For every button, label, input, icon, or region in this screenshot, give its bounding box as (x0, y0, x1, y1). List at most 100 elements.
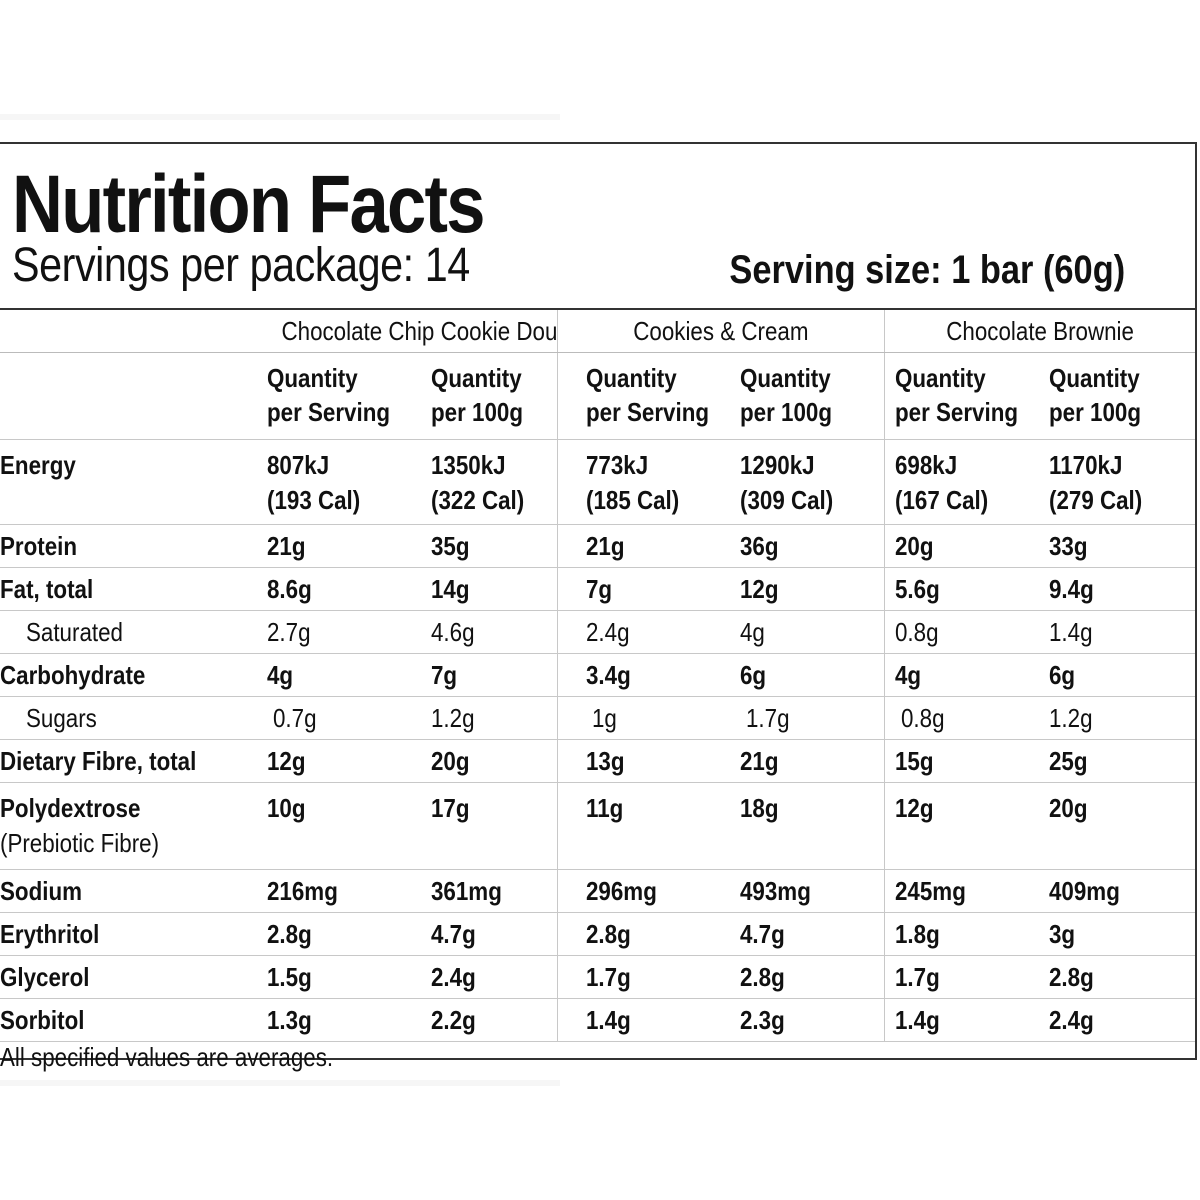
servings-per-package: Servings per package: 14 (12, 239, 470, 292)
nutrient-value: 17g (419, 782, 557, 870)
nutrient-value: 7g (556, 567, 712, 611)
nutrient-value: 773kJ (185 Cal) (556, 439, 712, 525)
nutrient-value: 0.8g (883, 610, 1040, 654)
nutrient-value: 361mg (419, 869, 557, 913)
nutrient-value: 20g (419, 739, 557, 783)
nutrient-value: 13g (556, 739, 712, 783)
nutrient-value: 6g (1039, 653, 1196, 697)
nutrient-value: 4.7g (712, 912, 885, 956)
nutrient-value: 2.8g (712, 955, 885, 999)
nutrient-value: 2.8g (257, 912, 419, 956)
nutrient-value: 12g (257, 739, 419, 783)
nutrient-value: 6g (712, 653, 885, 697)
nutrient-value: 12g (712, 567, 885, 611)
nutrient-value: 1g (556, 696, 712, 740)
nutrient-value: 698kJ (167 Cal) (883, 439, 1040, 525)
nutrient-value: 15g (883, 739, 1040, 783)
nutrient-row: Dietary Fibre, total 12g 20g 13g 21g 15g 25g (0, 739, 1196, 783)
nutrient-name: Fat, total (0, 567, 257, 611)
serving-size: Serving size: 1 bar (60g) (729, 248, 1125, 292)
faded-text-bottom (0, 1080, 560, 1086)
per-100g-heading: Quantity per 100g (1049, 363, 1141, 427)
quantity-header-row: Quantity per Serving Quantity per 100g Qua… (0, 352, 1195, 440)
nutrient-value: 4g (883, 653, 1040, 697)
nutrient-value: 33g (1039, 524, 1196, 568)
nutrient-row: Protein 21g 35g 21g 36g 20g 33g (0, 524, 1196, 568)
nutrient-row: Sorbitol 1.3g 2.2g 1.4g 2.3g 1.4g 2.4g (0, 998, 1196, 1042)
nutrient-name: Carbohydrate (0, 653, 257, 697)
footnote-row: All specified values are averages. (0, 1041, 1196, 1086)
nutrient-value: 0.7g (257, 696, 419, 740)
nutrient-value: 2.3g (712, 998, 885, 1042)
flavor-heading: Chocolate Brownie (883, 310, 1196, 353)
per-100g-heading: Quantity per 100g (740, 363, 832, 427)
nutrient-value: 14g (419, 567, 557, 611)
flavor-heading: Chocolate Chip Cookie Dough (257, 310, 557, 353)
nutrient-value: 2.4g (1039, 998, 1196, 1042)
nutrient-value: 493mg (712, 869, 885, 913)
nutrient-value: 1350kJ (322 Cal) (419, 439, 557, 525)
nutrient-value: 4g (712, 610, 885, 654)
nutrient-row: Energy 807kJ (193 Cal) 1350kJ (322 Cal) 773kJ… (0, 439, 1196, 525)
nutrient-value: 216mg (257, 869, 419, 913)
blank-corner (0, 353, 257, 440)
nutrient-row: Carbohydrate 4g 7g 3.4g 6g 4g 6g (0, 653, 1196, 697)
nutrient-value: 1290kJ (309 Cal) (712, 439, 885, 525)
nutrient-value: 1.7g (883, 955, 1040, 999)
nutrient-value: 36g (712, 524, 885, 568)
nutrient-value: 2.4g (556, 610, 712, 654)
nutrient-value: 5.6g (883, 567, 1040, 611)
nutrient-value: 1.7g (712, 696, 885, 740)
nutrient-value: 2.2g (419, 998, 557, 1042)
nutrient-value: 21g (257, 524, 419, 568)
blank-corner (0, 310, 257, 353)
nutrient-value: 1.7g (556, 955, 712, 999)
nutrient-value: 1.4g (1039, 610, 1196, 654)
nutrient-value: 1.3g (257, 998, 419, 1042)
nutrient-value: 1.8g (883, 912, 1040, 956)
nutrient-value: 8.6g (257, 567, 419, 611)
nutrition-table: Chocolate Chip Cookie Dough Cookies & Cr… (0, 310, 1196, 1086)
nutrient-row: Fat, total 8.6g 14g 7g 12g 5.6g 9.4g (0, 567, 1196, 611)
nutrient-value: 807kJ (193 Cal) (257, 439, 419, 525)
nutrient-name: Energy (0, 439, 257, 525)
nutrient-name: Protein (0, 524, 257, 568)
nutrient-value: 409mg (1039, 869, 1196, 913)
nutrient-value: 1.2g (1039, 696, 1196, 740)
nutrient-row: Glycerol 1.5g 2.4g 1.7g 2.8g 1.7g 2.8g (0, 955, 1196, 999)
nutrient-name: Sugars (0, 696, 257, 740)
nutrient-value: 1.5g (257, 955, 419, 999)
nutrient-name: Sorbitol (0, 998, 257, 1042)
nutrition-panel: Nutrition Facts Servings per package: 14… (0, 142, 1197, 1086)
nutrient-name: Glycerol (0, 955, 257, 999)
nutrient-value: 7g (419, 653, 557, 697)
header-divider (0, 308, 1195, 310)
footnote: All specified values are averages. (0, 1041, 1196, 1086)
nutrient-value: 4.7g (419, 912, 557, 956)
nutrient-row: Polydextrose (Prebiotic Fibre) 10g 17g 11g 18… (0, 782, 1196, 870)
nutrient-name: Polydextrose (Prebiotic Fibre) (0, 782, 257, 870)
nutrient-value: 3.4g (556, 653, 712, 697)
nutrient-value: 10g (257, 782, 419, 870)
panel-title: Nutrition Facts (12, 159, 485, 250)
nutrient-name: Saturated (0, 610, 257, 654)
nutrient-name: Sodium (0, 869, 257, 913)
nutrient-row: Erythritol 2.8g 4.7g 2.8g 4.7g 1.8g 3g (0, 912, 1196, 956)
nutrient-value: 1170kJ (279 Cal) (1039, 439, 1196, 525)
nutrient-value: 4g (257, 653, 419, 697)
nutrient-value: 18g (712, 782, 885, 870)
nutrient-value: 21g (712, 739, 885, 783)
nutrient-value: 2.4g (419, 955, 557, 999)
nutrient-note: (Prebiotic Fibre) (0, 828, 160, 858)
nutrient-row: Sugars 0.7g 1.2g 1g 1.7g 0.8g 1.2g (0, 696, 1196, 740)
nutrient-value: 245mg (883, 869, 1040, 913)
nutrient-value: 9.4g (1039, 567, 1196, 611)
flavor-header-row: Chocolate Chip Cookie Dough Cookies & Cr… (0, 310, 1196, 353)
per-serving-heading: Quantity per Serving (556, 352, 712, 440)
nutrient-value: 21g (556, 524, 712, 568)
nutrient-value: 1.4g (883, 998, 1040, 1042)
per-serving-heading: Quantity per Serving (883, 352, 1040, 440)
nutrient-value: 1.4g (556, 998, 712, 1042)
nutrient-value: 1.2g (419, 696, 557, 740)
nutrient-value: 2.8g (1039, 955, 1196, 999)
